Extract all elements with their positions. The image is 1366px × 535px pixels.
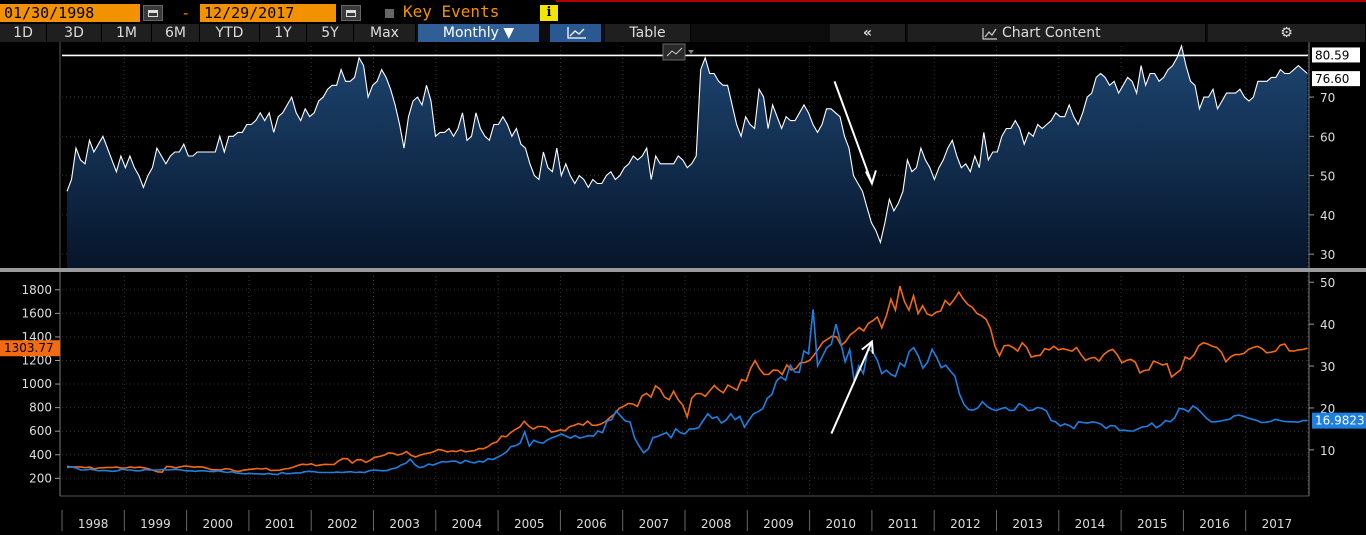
period-1d-button[interactable]: 1D	[0, 24, 47, 42]
right-y-tick-label: 50	[1320, 276, 1335, 290]
period-ytd-button[interactable]: YTD	[200, 24, 260, 42]
period-5y-button[interactable]: 5Y	[307, 24, 354, 42]
end-date-field[interactable]: 12/29/2017	[200, 4, 336, 22]
chart-type-icon-line	[666, 47, 683, 57]
chart-type-icon[interactable]	[662, 43, 694, 61]
left-y-tick-label: 1800	[21, 283, 52, 297]
settings-button[interactable]: ⚙	[1208, 24, 1366, 42]
period-3d-button[interactable]: 3D	[47, 24, 102, 42]
right-y-tick-label: 10	[1320, 444, 1335, 458]
chart-view-button[interactable]	[550, 24, 602, 42]
date-range-separator: -	[183, 4, 189, 22]
upper-panel: 30 40 50 60 70 80.59 76.60	[0, 42, 1366, 272]
calendar-icon[interactable]	[143, 5, 163, 21]
panel-separator[interactable]	[0, 268, 1366, 272]
down-arrow-head	[865, 170, 877, 187]
toolbar: 1D 3D 1M 6M YTD 1Y 5Y Max Monthly ▼ Tabl…	[0, 24, 1366, 42]
line-chart-icon	[567, 27, 586, 39]
upper-y-tick-label: 50	[1320, 170, 1335, 184]
gold-last-value-tag	[0, 340, 60, 357]
calendar-icon[interactable]	[341, 5, 361, 21]
x-tick-label: 2017	[1262, 517, 1293, 531]
last-value-label: 76.60	[1315, 72, 1349, 86]
silver-line	[66, 309, 1308, 476]
reference-value-tag	[1312, 47, 1360, 63]
reference-value-label: 80.59	[1315, 48, 1349, 62]
upper-y-tick-label: 70	[1320, 91, 1335, 105]
left-y-tick-label: 1600	[21, 306, 52, 320]
x-tick-label: 2000	[202, 517, 233, 531]
x-tick-label: 2008	[701, 517, 732, 531]
upper-y-tick-label: 40	[1320, 209, 1335, 223]
gold-last-value-label: 1303.77	[4, 341, 54, 355]
left-y-tick-label: 600	[29, 424, 52, 438]
upper-y-tick-label: 60	[1320, 130, 1335, 144]
period-6m-button[interactable]: 6M	[152, 24, 200, 42]
x-tick-label: 2004	[452, 517, 483, 531]
right-y-tick-label: 40	[1320, 318, 1335, 332]
x-tick-label: 2001	[265, 517, 296, 531]
left-y-tick-label: 800	[29, 401, 52, 415]
chevron-down-icon	[688, 50, 694, 54]
header-bar: 01/30/1998 - 12/29/2017 Key Events i	[0, 0, 1366, 24]
x-tick-label: 1998	[78, 517, 109, 531]
gold-line	[66, 285, 1308, 474]
last-value-tag	[1312, 71, 1360, 87]
header-accent-line	[556, 0, 1366, 2]
x-tick-label: 2005	[514, 517, 545, 531]
chart-svg: 30 40 50 60 70 80.59 76.60 200 400 600 800 1000 120…	[0, 42, 1366, 531]
x-tick-label: 2014	[1075, 517, 1106, 531]
left-y-tick-label: 1000	[21, 377, 52, 391]
x-tick-label: 2015	[1137, 517, 1168, 531]
left-y-tick-label: 1200	[21, 353, 52, 367]
x-tick-label: 2013	[1012, 517, 1043, 531]
left-y-tick-label: 200	[29, 471, 52, 485]
down-arrow-annotation	[833, 81, 873, 184]
x-tick-label: 2010	[825, 517, 856, 531]
x-tick-label: 2003	[389, 517, 420, 531]
period-max-button[interactable]: Max	[354, 24, 416, 42]
x-tick-label: 1999	[140, 517, 171, 531]
info-icon[interactable]: i	[540, 5, 558, 21]
table-view-button[interactable]: Table	[605, 24, 691, 42]
chart-content-label: Chart Content	[1002, 25, 1101, 41]
x-tick-label: 2002	[327, 517, 358, 531]
x-tick-label: 2006	[576, 517, 607, 531]
right-y-tick-label: 20	[1320, 402, 1335, 416]
silver-last-value-label: 16.9823	[1315, 414, 1365, 428]
index-line	[66, 44, 1308, 245]
x-tick-label: 2007	[639, 517, 670, 531]
x-axis-band	[0, 512, 1366, 531]
x-tick-label: 2016	[1199, 517, 1230, 531]
silver-last-value-tag	[1312, 412, 1366, 429]
period-1y-button[interactable]: 1Y	[260, 24, 307, 42]
x-tick-label: 2011	[888, 517, 919, 531]
gear-icon: ⚙	[1280, 25, 1293, 41]
chart-content-button[interactable]: Chart Content	[908, 24, 1206, 42]
start-date-field[interactable]: 01/30/1998	[0, 4, 140, 22]
up-arrow-head	[861, 339, 874, 354]
up-arrow-annotation	[830, 341, 873, 434]
left-y-tick-label: 400	[29, 448, 52, 462]
chart-area: 30 40 50 60 70 80.59 76.60 200 400 600 800 1000 120…	[0, 42, 1366, 531]
index-area-fill	[67, 46, 1308, 268]
chart-content-icon	[982, 28, 997, 40]
right-y-tick-label: 30	[1320, 360, 1335, 374]
frequency-dropdown[interactable]: Monthly ▼	[418, 24, 540, 42]
key-events-label[interactable]: Key Events	[403, 2, 500, 21]
collapse-button[interactable]: «	[830, 24, 906, 42]
x-tick-label: 2009	[763, 517, 794, 531]
key-events-checkbox[interactable]	[385, 9, 394, 18]
upper-y-tick-label: 30	[1320, 248, 1335, 262]
period-1m-button[interactable]: 1M	[102, 24, 152, 42]
lower-panel: 2004006008001000120014001600180010203040…	[0, 272, 1366, 531]
x-tick-label: 2012	[950, 517, 981, 531]
